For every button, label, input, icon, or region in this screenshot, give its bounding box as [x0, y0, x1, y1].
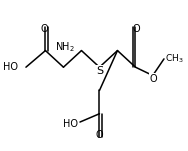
Text: O: O: [132, 24, 140, 34]
Text: NH$_2$: NH$_2$: [55, 40, 75, 54]
Text: HO: HO: [3, 62, 18, 72]
Text: O: O: [40, 24, 48, 34]
Text: O: O: [150, 74, 157, 84]
Text: CH$_3$: CH$_3$: [165, 53, 184, 65]
Text: S: S: [96, 66, 103, 76]
Text: O: O: [96, 130, 103, 140]
Text: HO: HO: [64, 119, 78, 129]
